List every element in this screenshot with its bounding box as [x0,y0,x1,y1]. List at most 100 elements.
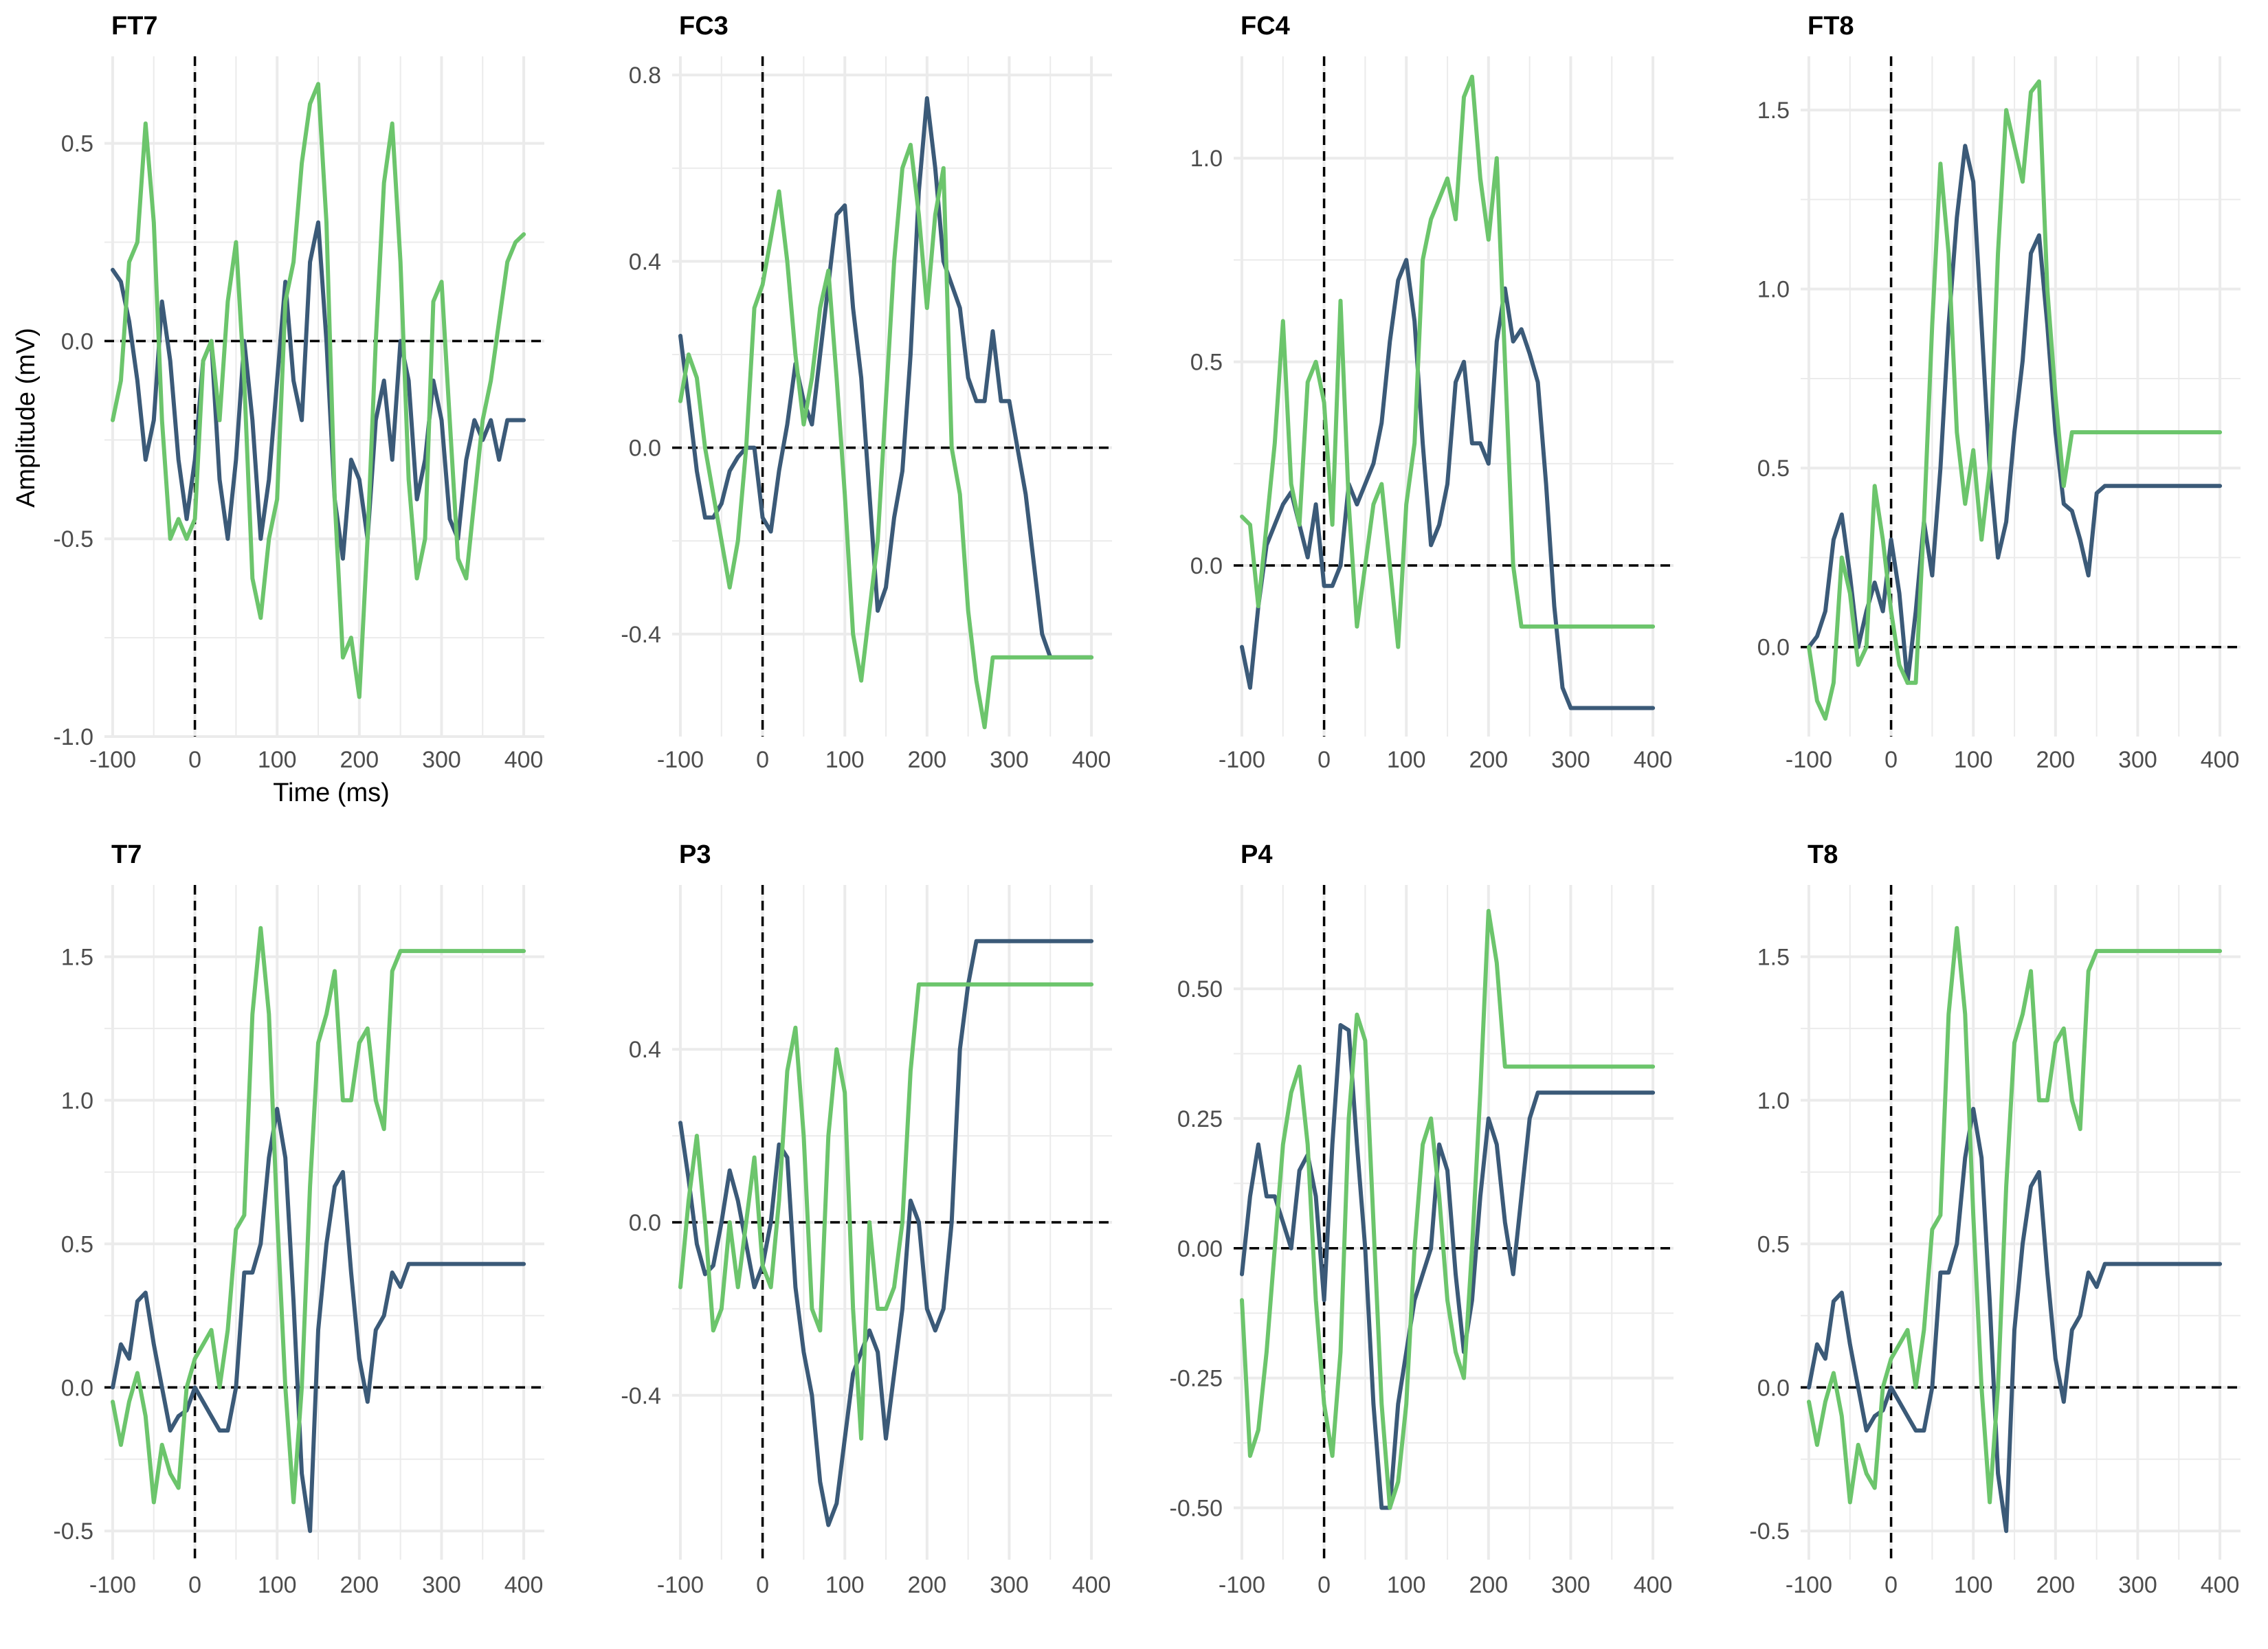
x-tick-label: 200 [907,747,946,773]
x-tick-label: 400 [504,747,544,773]
y-tick-label: -0.50 [1170,1495,1223,1521]
x-tick-label: 400 [2201,747,2240,773]
y-tick-label: 0.0 [1757,635,1790,661]
panel-ft7: -1.0 -0.5 0.0 0.5 -100 0 100 200 300 400 FT7 [53,12,544,773]
series-line-green [111,82,526,699]
y-tick-label: 0.00 [1177,1236,1223,1262]
panel-p3: -0.4 0.0 0.4 -100 0 100 200 300 400 P3 [621,840,1112,1598]
panels: -1.0 -0.5 0.0 0.5 -100 0 100 200 300 400 FT7 -0.4 0.… [53,12,2241,1598]
x-tick-label: 400 [1634,747,1673,773]
series-line-green [1807,926,2223,1505]
series-line-dark [1240,258,1656,710]
y-tick-label: -0.4 [621,622,661,648]
x-tick-label: 300 [990,747,1029,773]
series-line-dark [1807,1106,2223,1534]
x-tick-label: 200 [907,1572,946,1598]
x-tick-label: -100 [1786,747,1832,773]
panel-title: FT8 [1808,12,1854,41]
panel-title: FT7 [111,12,158,41]
y-tick-label: -0.5 [53,526,93,552]
y-tick-label: 1.5 [1757,98,1790,124]
y-tick-label: 0.8 [629,63,661,89]
y-tick-label: 0.0 [61,328,93,355]
panel-fc3: -0.4 0.0 0.4 0.8 -100 0 100 200 300 400 FC3 [621,12,1112,773]
x-tick-label: 400 [504,1572,544,1598]
x-tick-label: -100 [89,1572,136,1598]
series-line-dark [1807,144,2223,685]
series-line-dark [678,939,1094,1527]
x-tick-label: -100 [1219,747,1265,773]
series-line-green [1240,908,1656,1510]
x-tick-label: 300 [2118,747,2157,773]
y-tick-label: 0.50 [1177,976,1223,1002]
panel-fc4: 0.0 0.5 1.0 -100 0 100 200 300 400 FC4 [1190,12,1674,773]
x-tick-label: 400 [1072,1572,1111,1598]
x-tick-label: 100 [1387,747,1426,773]
x-tick-label: 100 [825,1572,865,1598]
y-tick-label: 0.4 [629,1037,661,1063]
x-tick-label: 400 [1072,747,1111,773]
y-tick-label: -0.5 [1749,1518,1790,1545]
panel-title: P3 [679,840,711,869]
panel-ft8: 0.0 0.5 1.0 1.5 -100 0 100 200 300 400 FT8 [1757,12,2241,773]
y-tick-label: 0.0 [61,1375,93,1401]
panel-title: T7 [111,840,142,869]
y-tick-label: 1.0 [1757,1088,1790,1114]
x-tick-label: 400 [1634,1572,1673,1598]
panel-t8: -0.5 0.0 0.5 1.0 1.5 -100 0 100 200 300 400 T8 [1749,840,2241,1598]
x-tick-label: -100 [1219,1572,1265,1598]
series-line-dark [111,1106,526,1534]
x-tick-label: 100 [258,747,297,773]
y-tick-label: 0.0 [629,1210,661,1236]
x-tick-label: 100 [1387,1572,1426,1598]
panel-title: P4 [1241,840,1272,869]
y-tick-label: -0.4 [621,1383,661,1409]
x-tick-label: 300 [1551,1572,1590,1598]
x-tick-label: 400 [2201,1572,2240,1598]
series-line-green [111,926,526,1505]
y-tick-label: 0.5 [61,131,93,157]
panel-t7: -0.5 0.0 0.5 1.0 1.5 -100 0 100 200 300 400 T7 [53,840,544,1598]
x-tick-label: 0 [1885,1572,1898,1598]
x-tick-label: 0 [1318,747,1331,773]
x-tick-label: 100 [1954,1572,1993,1598]
x-tick-label: 300 [422,1572,461,1598]
panel-title: FC4 [1241,12,1290,41]
panel-title: FC3 [679,12,729,41]
x-tick-label: 0 [756,1572,769,1598]
y-tick-label: 1.5 [61,944,93,970]
x-tick-label: 200 [1469,747,1508,773]
x-tick-label: -100 [1786,1572,1832,1598]
series-line-green [1807,79,2223,721]
x-tick-label: -100 [657,747,704,773]
y-tick-label: 0.5 [1757,1231,1790,1257]
x-tick-label: 200 [340,747,379,773]
y-tick-label: 1.0 [1757,277,1790,303]
panel-title: T8 [1808,840,1838,869]
y-tick-label: 0.5 [1190,350,1223,376]
x-tick-label: 0 [756,747,769,773]
x-tick-label: 0 [1318,1572,1331,1598]
y-tick-label: -1.0 [53,724,93,750]
x-tick-label: 300 [2118,1572,2157,1598]
y-tick-label: 1.5 [1757,944,1790,970]
x-tick-label: 0 [188,747,201,773]
y-tick-label: 0.5 [61,1231,93,1257]
y-axis-label: Amplitude (mV) [12,328,41,508]
series-line-green [678,142,1094,730]
x-tick-label: 100 [825,747,865,773]
series-line-green [678,982,1094,1441]
y-tick-label: 1.0 [61,1088,93,1114]
x-axis-label: Time (ms) [273,778,390,807]
y-tick-label: 0.0 [1190,553,1223,579]
x-tick-label: 300 [990,1572,1029,1598]
y-tick-label: 0.25 [1177,1106,1223,1132]
y-tick-label: -0.25 [1170,1366,1223,1392]
x-tick-label: 200 [2036,747,2075,773]
x-tick-label: 200 [2036,1572,2075,1598]
y-tick-label: -0.5 [53,1518,93,1545]
x-tick-label: -100 [89,747,136,773]
x-tick-label: 300 [1551,747,1590,773]
y-tick-label: 0.0 [629,436,661,462]
